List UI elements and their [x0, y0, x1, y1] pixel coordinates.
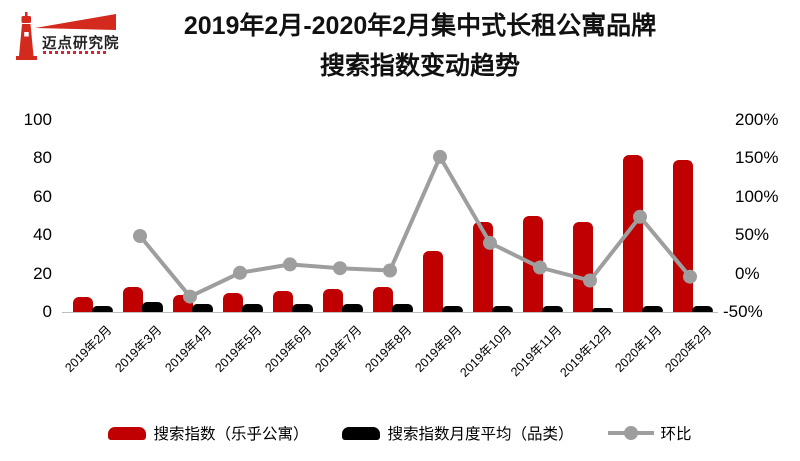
y-axis-tick-left: 100 — [23, 110, 52, 129]
bar-monthly-average — [692, 306, 713, 312]
y-axis-tick-left: 20 — [33, 263, 52, 283]
legend-item-monthly-average: 搜索指数月度平均（品类） — [342, 422, 574, 444]
bar-monthly-average — [292, 304, 313, 312]
line-dot-icon — [623, 426, 638, 440]
x-axis-label: 2019年7月 — [312, 322, 365, 375]
bar-search-index — [423, 250, 443, 312]
logo-text: 迈点研究院 — [42, 36, 120, 52]
line-point — [133, 229, 147, 243]
x-axis-label: 2019年10月 — [457, 322, 515, 380]
page-title: 2019年2月-2020年2月集中式长租公寓品牌 搜索指数变动趋势 — [40, 6, 800, 86]
mom-line — [138, 152, 692, 300]
bar-monthly-average — [92, 306, 113, 312]
line-point — [533, 260, 547, 275]
legend-label-mom: 环比 — [660, 426, 692, 443]
x-axis-label: 2019年11月 — [508, 322, 565, 380]
y-axis-tick-right: 150% — [735, 148, 779, 168]
bar-search-index — [323, 288, 343, 312]
bar-search-index — [123, 287, 143, 312]
y-axis-tick-right: 100% — [735, 186, 779, 206]
bar-monthly-average — [642, 306, 663, 312]
line-point — [583, 273, 597, 288]
y-axis-tick-right: 200% — [735, 110, 779, 129]
x-axis-label: 2019年5月 — [212, 322, 265, 375]
bar-search-index — [73, 296, 93, 312]
y-axis-tick-left: 40 — [33, 225, 52, 245]
bar-monthly-average — [492, 306, 513, 312]
logo-subtext-marks — [43, 51, 109, 54]
y-axis-tick-right: 0% — [735, 263, 760, 283]
legend-item-mom: 环比 — [607, 422, 692, 444]
bar-search-index — [273, 290, 293, 312]
y-axis-tick-right: -50% — [723, 302, 763, 321]
x-axis-label: 2020年1月 — [612, 322, 665, 375]
y-axis-tick-left: 0 — [42, 302, 52, 321]
legend-label-search-index: 搜索指数（乐乎公寓） — [153, 426, 309, 443]
bar-monthly-average — [142, 302, 163, 312]
x-axis-label: 2019年8月 — [362, 322, 415, 375]
bar-search-index — [373, 287, 393, 312]
lighthouse-icon — [16, 12, 116, 60]
logo: 迈点研究院 — [12, 8, 122, 64]
line-point — [433, 149, 447, 164]
x-axis-label: 2019年3月 — [112, 322, 165, 375]
black-bar-swatch-icon — [342, 426, 381, 440]
y-axis-tick-left: 60 — [33, 186, 52, 206]
line-point — [633, 209, 647, 224]
x-axis-label: 2019年6月 — [262, 322, 315, 375]
bar-monthly-average — [442, 306, 463, 312]
bar-monthly-average — [192, 304, 213, 312]
plot-area — [65, 120, 715, 312]
bar-monthly-average — [592, 308, 613, 312]
line-point — [683, 269, 697, 284]
line-point — [283, 257, 297, 272]
bar-search-index — [223, 292, 243, 312]
x-axis-label: 2019年12月 — [557, 322, 615, 380]
x-axis-label: 2019年4月 — [162, 322, 215, 375]
line-swatch-icon — [607, 426, 654, 440]
line-point — [183, 289, 197, 304]
legend-label-monthly-average: 搜索指数月度平均（品类） — [387, 426, 574, 443]
y-axis-tick-left: 80 — [33, 148, 52, 168]
legend: 搜索指数（乐乎公寓） 搜索指数月度平均（品类） 环比 — [0, 415, 800, 451]
mom-line-layer — [133, 149, 697, 304]
line-point — [483, 235, 497, 250]
red-bar-swatch-icon — [108, 426, 147, 440]
legend-item-search-index: 搜索指数（乐乎公寓） — [108, 422, 308, 444]
line-point — [333, 261, 347, 276]
bar-monthly-average — [242, 304, 263, 312]
bar-search-index — [573, 221, 593, 312]
bar-monthly-average — [542, 306, 563, 312]
page-title-line1: 2019年2月-2020年2月集中式长租公寓品牌 — [183, 12, 657, 40]
line-point — [233, 265, 247, 280]
page-title-line2: 搜索指数变动趋势 — [319, 52, 520, 80]
bar-monthly-average — [342, 304, 363, 312]
y-axis-tick-right: 50% — [735, 225, 770, 245]
line-point — [383, 263, 397, 278]
x-axis-label: 2019年2月 — [62, 322, 115, 375]
x-axis-line — [62, 312, 718, 313]
bar-search-index — [623, 154, 643, 312]
bar-monthly-average — [392, 304, 413, 312]
x-axis-label: 2020年2月 — [662, 322, 715, 375]
